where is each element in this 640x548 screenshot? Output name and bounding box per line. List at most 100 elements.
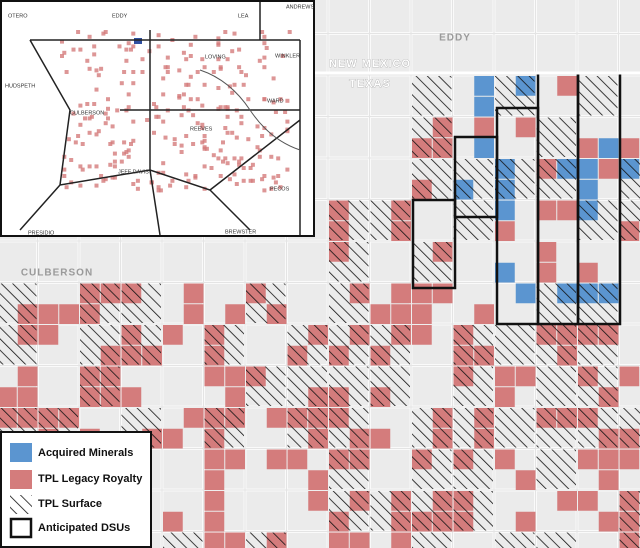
acquired-minerals xyxy=(474,138,494,158)
surface xyxy=(204,325,244,365)
legacy-royalty xyxy=(391,532,411,548)
inset-parcel xyxy=(152,102,156,106)
inset-county: OTERO xyxy=(8,13,28,19)
inset-parcel xyxy=(181,105,186,110)
inset-parcel xyxy=(89,114,94,119)
legend-label: TPL Surface xyxy=(38,498,102,510)
inset-parcel xyxy=(232,172,237,177)
surface xyxy=(246,366,286,406)
inset-parcel xyxy=(154,105,159,110)
inset-parcel xyxy=(119,81,124,86)
legacy-royalty xyxy=(225,532,245,548)
inset-parcel xyxy=(94,87,99,92)
inset-parcel xyxy=(239,121,244,126)
parcel xyxy=(453,241,494,282)
parcel xyxy=(0,241,37,282)
inset-parcel xyxy=(200,122,205,127)
inset-parcel xyxy=(255,145,260,150)
inset-parcel xyxy=(188,97,193,102)
inset-parcel xyxy=(241,82,246,87)
inset-parcel xyxy=(112,151,117,156)
legacy-royalty xyxy=(204,449,225,470)
parcel xyxy=(577,34,618,75)
surface xyxy=(412,491,452,531)
inset-parcel xyxy=(78,47,83,52)
inset-parcel xyxy=(223,156,228,161)
inset-parcel xyxy=(264,46,269,50)
parcel xyxy=(162,241,203,282)
inset-parcel xyxy=(122,70,127,74)
surface xyxy=(453,159,493,199)
surface xyxy=(412,159,452,199)
parcel xyxy=(619,241,640,282)
surface xyxy=(536,408,576,448)
legacy-royalty xyxy=(412,283,432,304)
surface xyxy=(453,200,493,240)
inset-parcel xyxy=(257,58,262,63)
inset-parcel xyxy=(191,113,196,118)
inset-parcel xyxy=(73,140,78,145)
legacy-royalty xyxy=(183,283,204,304)
inset-parcel xyxy=(156,44,161,49)
inset-parcel xyxy=(152,130,156,135)
legacy-royalty xyxy=(225,387,245,407)
inset-parcel xyxy=(165,65,170,70)
surface xyxy=(329,408,369,448)
legacy-royalty xyxy=(598,470,619,490)
acquired-minerals xyxy=(474,96,494,117)
surface xyxy=(619,200,640,240)
surface xyxy=(495,325,535,365)
inset-parcel xyxy=(273,180,278,185)
legacy-royalty xyxy=(536,200,557,221)
inset-parcel xyxy=(276,174,281,178)
inset-parcel xyxy=(202,138,207,143)
inset-parcel xyxy=(135,178,140,183)
legacy-royalty xyxy=(266,449,287,470)
inset-parcel xyxy=(131,31,136,36)
inset-county: LEA xyxy=(238,13,249,19)
inset-parcel xyxy=(188,54,193,58)
surface xyxy=(412,117,452,157)
surface xyxy=(453,449,493,489)
inset-parcel xyxy=(140,57,145,62)
inset-parcel xyxy=(131,44,136,49)
inset-parcel xyxy=(278,97,283,102)
parcel xyxy=(619,34,640,75)
surface xyxy=(578,408,618,448)
inset-parcel xyxy=(225,114,230,119)
inset-parcel xyxy=(181,92,186,97)
surface xyxy=(412,408,452,448)
inset-parcel xyxy=(262,65,267,70)
inset-parcel xyxy=(244,73,248,78)
inset-county: WARD xyxy=(267,98,284,104)
state-label: TEXAS xyxy=(349,78,391,90)
surface xyxy=(619,408,640,448)
inset-county: CULBERSON xyxy=(70,110,104,116)
inset-parcel xyxy=(200,57,205,62)
legacy-royalty xyxy=(598,159,619,179)
surface xyxy=(370,325,410,365)
inset-parcel xyxy=(179,113,184,118)
inset-parcel xyxy=(62,50,67,55)
legacy-royalty xyxy=(495,449,515,470)
surface xyxy=(578,76,618,116)
surface xyxy=(370,200,410,240)
surface xyxy=(80,325,120,365)
surface xyxy=(578,325,618,365)
inset-parcel xyxy=(99,66,104,71)
inset-parcel xyxy=(60,39,64,44)
inset-parcel xyxy=(262,41,267,46)
acquired-minerals xyxy=(474,76,494,96)
surface xyxy=(536,366,576,406)
inset-parcel xyxy=(94,68,99,73)
inset-parcel xyxy=(71,111,76,116)
surface xyxy=(329,242,369,282)
inset-parcel xyxy=(163,135,168,140)
inset-parcel xyxy=(154,114,159,119)
legacy-royalty xyxy=(619,449,640,470)
legacy-royalty xyxy=(266,408,287,428)
inset-parcel xyxy=(269,186,274,191)
inset-parcel xyxy=(140,70,145,74)
inset-parcel xyxy=(225,130,230,135)
legacy-royalty xyxy=(59,304,79,324)
